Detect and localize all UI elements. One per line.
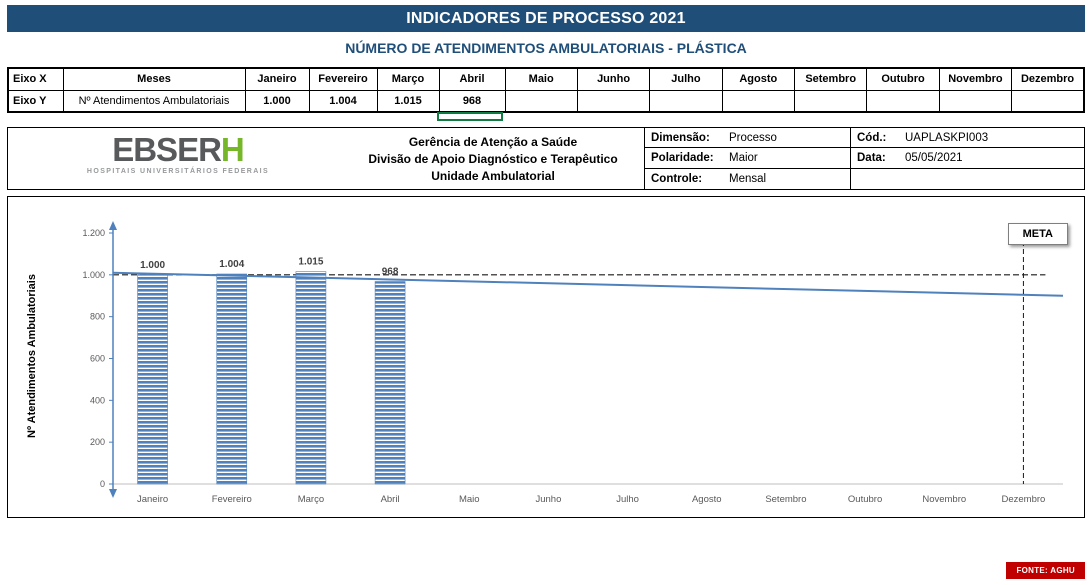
bar-chart[interactable]: 1.000 1.004 1.015 968 0 200 400 600 800 1.000 1.20… bbox=[8, 197, 1084, 517]
svg-text:1.000: 1.000 bbox=[82, 270, 105, 280]
title-banner: INDICADORES DE PROCESSO 2021 bbox=[7, 5, 1085, 32]
svg-text:Julho: Julho bbox=[616, 494, 639, 505]
dimensao-field: Dimensão: Processo bbox=[645, 128, 850, 149]
month-header-2[interactable]: Fevereiro bbox=[308, 67, 378, 91]
polaridade-value: Maior bbox=[729, 151, 758, 164]
meta-legend-label: META bbox=[1022, 228, 1053, 240]
svg-text:Outubro: Outubro bbox=[848, 494, 882, 505]
svg-text:600: 600 bbox=[90, 354, 105, 364]
month-header-10[interactable]: Outubro bbox=[866, 67, 940, 91]
eixo-x-label[interactable]: Eixo X bbox=[7, 67, 64, 91]
svg-text:200: 200 bbox=[90, 437, 105, 447]
chart-area: Nº Atendimentos Ambulatoriais 1.000 1.004… bbox=[7, 196, 1085, 518]
table-row-values: Eixo Y Nº Atendimentos Ambulatoriais 1.0… bbox=[7, 89, 1085, 113]
svg-text:1.000: 1.000 bbox=[140, 260, 165, 271]
value-cell-8[interactable] bbox=[721, 89, 796, 113]
polaridade-field: Polaridade: Maior bbox=[645, 148, 850, 169]
value-cell-3[interactable]: 1.015 bbox=[376, 89, 440, 113]
chart-subtitle: NÚMERO DE ATENDIMENTOS AMBULATORIAIS - P… bbox=[345, 40, 747, 56]
svg-text:Dezembro: Dezembro bbox=[1002, 494, 1046, 505]
org-line-2: Divisão de Apoio Diagnóstico e Terapêuti… bbox=[368, 152, 618, 166]
svg-text:Maio: Maio bbox=[459, 494, 480, 505]
controle-label: Controle: bbox=[651, 172, 703, 185]
svg-text:400: 400 bbox=[90, 395, 105, 405]
value-cell-11[interactable] bbox=[938, 89, 1013, 113]
dimensao-value: Processo bbox=[729, 131, 777, 144]
svg-text:Novembro: Novembro bbox=[922, 494, 966, 505]
value-cell-9[interactable] bbox=[793, 89, 868, 113]
excel-selection-outline[interactable] bbox=[437, 112, 503, 121]
svg-text:968: 968 bbox=[382, 267, 399, 278]
svg-text:Abril: Abril bbox=[381, 494, 400, 505]
data-field: Data: 05/05/2021 bbox=[850, 148, 1084, 169]
codigo-label: Cód.: bbox=[857, 131, 887, 144]
org-line-1: Gerência de Atenção a Saúde bbox=[408, 135, 578, 149]
month-header-8[interactable]: Agosto bbox=[721, 67, 796, 91]
value-cell-7[interactable] bbox=[649, 89, 723, 113]
value-cell-1[interactable]: 1.000 bbox=[244, 89, 310, 113]
month-header-3[interactable]: Março bbox=[376, 67, 440, 91]
codigo-value: UAPLASKPI003 bbox=[905, 131, 989, 144]
svg-text:1.004: 1.004 bbox=[219, 259, 244, 270]
svg-text:0: 0 bbox=[100, 479, 105, 489]
month-header-1[interactable]: Janeiro bbox=[244, 67, 310, 91]
svg-text:Fevereiro: Fevereiro bbox=[212, 494, 252, 505]
logo-accent-letter: H bbox=[220, 131, 245, 168]
month-header-7[interactable]: Julho bbox=[649, 67, 723, 91]
logo-text: EBSER bbox=[112, 131, 222, 168]
value-cell-4[interactable]: 968 bbox=[438, 89, 506, 113]
svg-text:Março: Março bbox=[298, 494, 324, 505]
value-cell-6[interactable] bbox=[576, 89, 651, 113]
value-cell-12[interactable] bbox=[1011, 89, 1085, 113]
value-cell-5[interactable] bbox=[504, 89, 578, 113]
meta-legend-box: META bbox=[1007, 223, 1068, 245]
meses-header[interactable]: Meses bbox=[62, 67, 246, 91]
header-info-box: EBSERH HOSPITAIS UNIVERSITÁRIOS FEDERAIS… bbox=[7, 127, 1085, 190]
controle-field: Controle: Mensal bbox=[645, 169, 850, 189]
month-header-12[interactable]: Dezembro bbox=[1011, 67, 1085, 91]
axis-data-table: Eixo X Meses Janeiro Fevereiro Março Abril M… bbox=[7, 67, 1085, 113]
polaridade-label: Polaridade: bbox=[651, 151, 714, 164]
svg-text:1.015: 1.015 bbox=[298, 257, 323, 268]
org-unit-lines: Gerência de Atenção a Saúde Divisão de A… bbox=[308, 134, 678, 185]
month-header-4[interactable]: Abril bbox=[438, 67, 506, 91]
svg-text:Setembro: Setembro bbox=[765, 494, 806, 505]
month-header-5[interactable]: Maio bbox=[504, 67, 578, 91]
codigo-field: Cód.: UAPLASKPI003 bbox=[850, 128, 1084, 149]
logo-wordmark: EBSERH bbox=[68, 133, 288, 167]
ebserh-logo: EBSERH HOSPITAIS UNIVERSITÁRIOS FEDERAIS bbox=[68, 133, 288, 176]
svg-text:1.200: 1.200 bbox=[82, 228, 105, 238]
svg-text:Janeiro: Janeiro bbox=[137, 494, 168, 505]
value-cell-10[interactable] bbox=[866, 89, 940, 113]
series-name-header[interactable]: Nº Atendimentos Ambulatoriais bbox=[62, 89, 246, 113]
data-label: Data: bbox=[857, 151, 886, 164]
logo-tagline: HOSPITAIS UNIVERSITÁRIOS FEDERAIS bbox=[86, 168, 270, 175]
svg-text:Junho: Junho bbox=[535, 494, 561, 505]
data-value: 05/05/2021 bbox=[905, 151, 963, 164]
value-cell-2[interactable]: 1.004 bbox=[308, 89, 378, 113]
eixo-y-label[interactable]: Eixo Y bbox=[7, 89, 64, 113]
empty-meta-cell bbox=[850, 168, 1084, 189]
month-header-6[interactable]: Junho bbox=[576, 67, 651, 91]
org-line-3: Unidade Ambulatorial bbox=[431, 169, 555, 183]
indicator-meta-grid: Dimensão: Processo Cód.: UAPLASKPI003 Po… bbox=[644, 128, 1084, 189]
table-row-months: Eixo X Meses Janeiro Fevereiro Março Abril M… bbox=[7, 67, 1085, 91]
svg-text:Agosto: Agosto bbox=[692, 494, 722, 505]
page-title: INDICADORES DE PROCESSO 2021 bbox=[406, 10, 686, 27]
dimensao-label: Dimensão: bbox=[651, 131, 710, 144]
month-header-11[interactable]: Novembro bbox=[938, 67, 1013, 91]
source-badge: FONTE: AGHU bbox=[1006, 562, 1085, 579]
svg-text:800: 800 bbox=[90, 312, 105, 322]
month-header-9[interactable]: Setembro bbox=[793, 67, 868, 91]
controle-value: Mensal bbox=[729, 172, 767, 185]
